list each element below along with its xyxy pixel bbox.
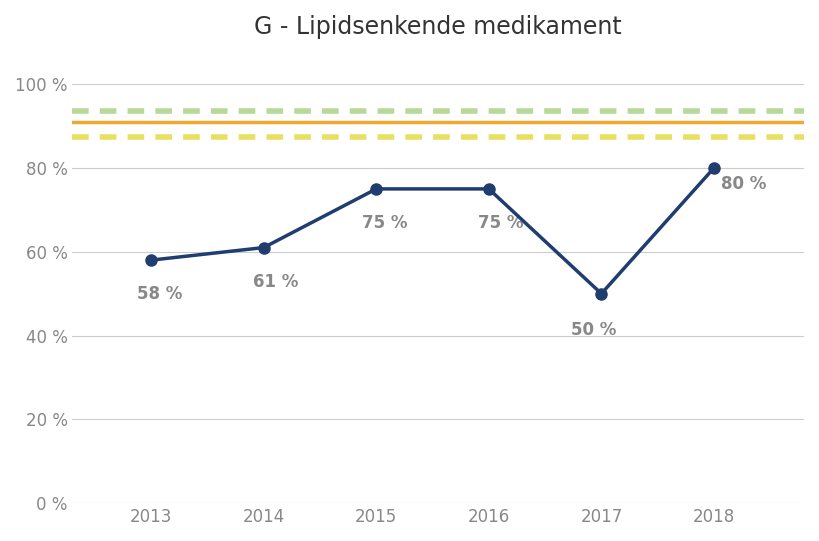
Text: 58 %: 58 %: [138, 285, 183, 303]
Text: 75 %: 75 %: [477, 214, 523, 232]
Text: 75 %: 75 %: [362, 214, 408, 232]
Text: 80 %: 80 %: [721, 175, 767, 193]
Title: G - Lipidsenkende medikament: G - Lipidsenkende medikament: [255, 15, 622, 39]
Text: 50 %: 50 %: [571, 321, 616, 339]
Text: 61 %: 61 %: [252, 273, 298, 291]
